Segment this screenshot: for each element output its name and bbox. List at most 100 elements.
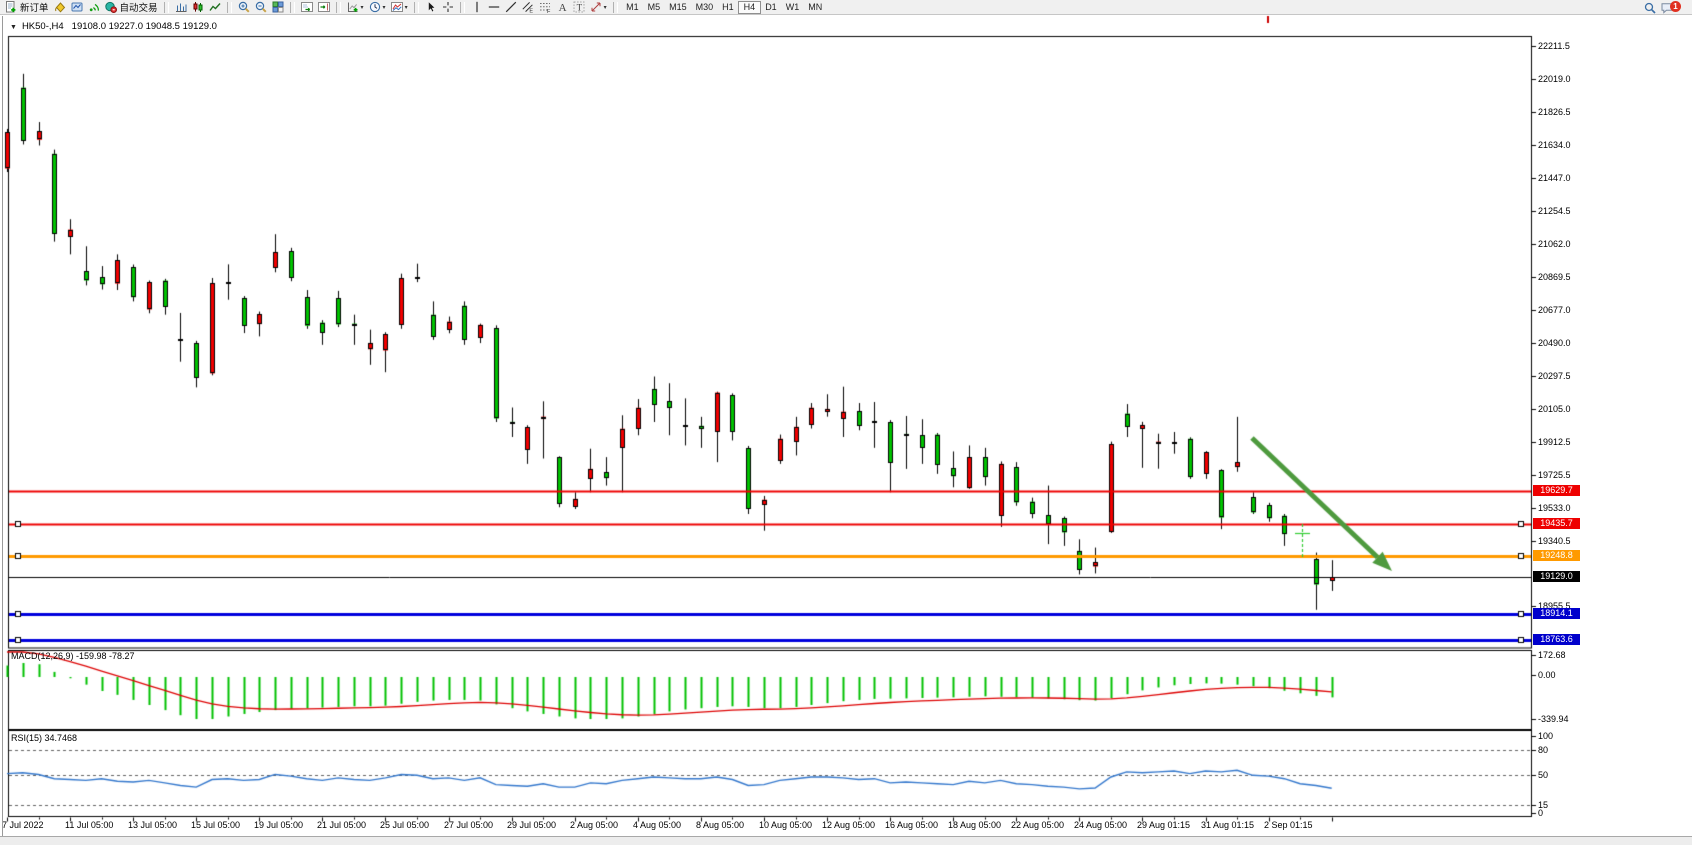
- timeframe-w1-button[interactable]: W1: [785, 1, 800, 12]
- fibo-icon: F: [539, 1, 551, 13]
- arrowsobj-icon: [590, 1, 602, 13]
- time-axis-label: 22 Aug 05:00: [1011, 820, 1065, 830]
- linechart-icon: [208, 1, 221, 13]
- candlestick-mode-button[interactable]: [190, 1, 206, 14]
- clock-icon: [369, 1, 381, 13]
- candles-icon: [192, 1, 204, 13]
- signal-icon: [88, 1, 100, 13]
- market-signals-button[interactable]: [86, 1, 102, 14]
- time-axis-label: 13 Jul 05:00: [128, 820, 178, 830]
- timeframe-m1-button[interactable]: M1: [626, 1, 639, 12]
- price-axis-label: 20490.0: [1538, 338, 1571, 348]
- text-tool-button[interactable]: A: [554, 1, 570, 14]
- chart-shift-button[interactable]: [316, 1, 332, 14]
- price-axis-label: 20869.5: [1538, 272, 1571, 282]
- cursor-icon: [425, 1, 437, 13]
- auto-scroll-button[interactable]: [299, 1, 315, 14]
- chevron-down-icon[interactable]: ▾: [382, 4, 386, 11]
- timeframe-mn-button[interactable]: MN: [808, 1, 823, 12]
- price-axis-label: 21826.5: [1538, 107, 1571, 117]
- chevron-down-icon[interactable]: ▾: [404, 4, 408, 11]
- new-order-button[interactable]: 新订单: [3, 1, 51, 14]
- chart-dropdown-icon[interactable]: ▼: [10, 24, 17, 31]
- zoom-out-button[interactable]: [253, 1, 269, 14]
- price-axis-label: 20105.0: [1538, 404, 1571, 414]
- price-axis-label: 19725.5: [1538, 470, 1571, 480]
- periods-button[interactable]: ▾: [367, 1, 388, 14]
- price-line-badge: 18763.6: [1533, 634, 1580, 645]
- chevron-down-icon[interactable]: ▾: [603, 4, 607, 11]
- trendline-tool-button[interactable]: [503, 1, 519, 14]
- rsi-axis-label: 0: [1538, 808, 1544, 818]
- trend-icon: [505, 1, 517, 13]
- toolbar-separator: [459, 1, 465, 13]
- time-axis-label: 2 Aug 05:00: [570, 820, 619, 830]
- rsi-indicator-label: RSI(15) 34.7468: [11, 733, 78, 743]
- window-left-border: [2, 16, 3, 845]
- line-chart-mode-button[interactable]: [207, 1, 223, 14]
- horizontal-line-tool-button[interactable]: [486, 1, 502, 14]
- bucket-icon: [54, 1, 66, 13]
- macd-axis-label: -339.94: [1538, 714, 1569, 724]
- price-line-badge: 19129.0: [1533, 571, 1580, 582]
- svg-text:E: E: [529, 8, 533, 13]
- time-axis-label: 18 Aug 05:00: [948, 820, 1002, 830]
- notifications-button[interactable]: 1: [1659, 1, 1683, 14]
- fibonacci-tool-button[interactable]: F: [537, 1, 553, 14]
- rsi-axis-label: 15: [1538, 800, 1549, 810]
- cursor-tool-button[interactable]: [423, 1, 439, 14]
- price-axis-label: 21634.0: [1538, 140, 1571, 150]
- svg-text:T: T: [576, 3, 582, 13]
- macd-axis-label: 0.00: [1538, 670, 1556, 680]
- price-axis-label: 21254.5: [1538, 206, 1571, 216]
- arrows-tool-button[interactable]: ▾: [588, 1, 609, 14]
- bar-chart-mode-button[interactable]: [173, 1, 189, 14]
- profiles-button[interactable]: [69, 1, 85, 14]
- templates-button[interactable]: ▾: [389, 1, 410, 14]
- zoom-in-button[interactable]: [236, 1, 252, 14]
- chart-styler-button[interactable]: [52, 1, 68, 14]
- time-axis-label: 7 Jul 2022: [2, 820, 44, 830]
- notification-badge: 1: [1670, 1, 1681, 12]
- text-label-tool-button[interactable]: T: [571, 1, 587, 14]
- price-axis-label: 21062.0: [1538, 239, 1571, 249]
- toolbar-separator: [335, 1, 341, 13]
- hline-icon: [488, 1, 500, 13]
- rsi-axis-label: 100: [1538, 731, 1554, 741]
- chart-symbol-period: HK50-,H4: [21, 21, 64, 32]
- doc-plus-icon: [5, 1, 17, 13]
- channel-icon: E: [522, 1, 534, 13]
- vline-icon: [471, 1, 483, 13]
- autoscroll-icon: [300, 1, 313, 13]
- search-button[interactable]: [1642, 1, 1658, 14]
- template-icon: [390, 1, 403, 13]
- chartshift-icon: [317, 1, 330, 13]
- chart-title-bar: ▼ HK50-,H4 19108.0 19227.0 19048.5 19129.0: [10, 21, 217, 32]
- timeframe-m15-button[interactable]: M15: [669, 1, 687, 12]
- price-axis-label: 19533.0: [1538, 503, 1571, 513]
- timeframe-m5-button[interactable]: M5: [647, 1, 661, 12]
- vertical-line-tool-button[interactable]: [469, 1, 485, 14]
- tiles-icon: [272, 1, 284, 13]
- macd-axis-label: 172.68: [1538, 650, 1566, 660]
- crosshair-tool-button[interactable]: [440, 1, 456, 14]
- tile-windows-button[interactable]: [270, 1, 286, 14]
- toolbar-separator: [163, 1, 169, 13]
- timeframe-d1-button[interactable]: D1: [765, 1, 777, 12]
- price-axis-label: 20677.0: [1538, 305, 1571, 315]
- indicators-button[interactable]: ▾: [345, 1, 366, 14]
- price-axis-label: 18955.5: [1538, 601, 1571, 611]
- autotrade-icon: [104, 1, 117, 13]
- channel-tool-button[interactable]: E: [520, 1, 536, 14]
- new-order-label: 新订单: [20, 3, 49, 14]
- time-axis-label: 19 Jul 05:00: [254, 820, 304, 830]
- timeframe-m30-button[interactable]: M30: [695, 1, 714, 12]
- chevron-down-icon[interactable]: ▾: [360, 4, 364, 11]
- timeframe-h4-button[interactable]: H4: [738, 0, 761, 14]
- auto-trading-button[interactable]: 自动交易: [103, 1, 160, 14]
- timeframe-h1-button[interactable]: H1: [722, 1, 734, 12]
- time-axis-label: 25 Jul 05:00: [380, 820, 430, 830]
- price-line-badge: 19629.7: [1533, 485, 1580, 496]
